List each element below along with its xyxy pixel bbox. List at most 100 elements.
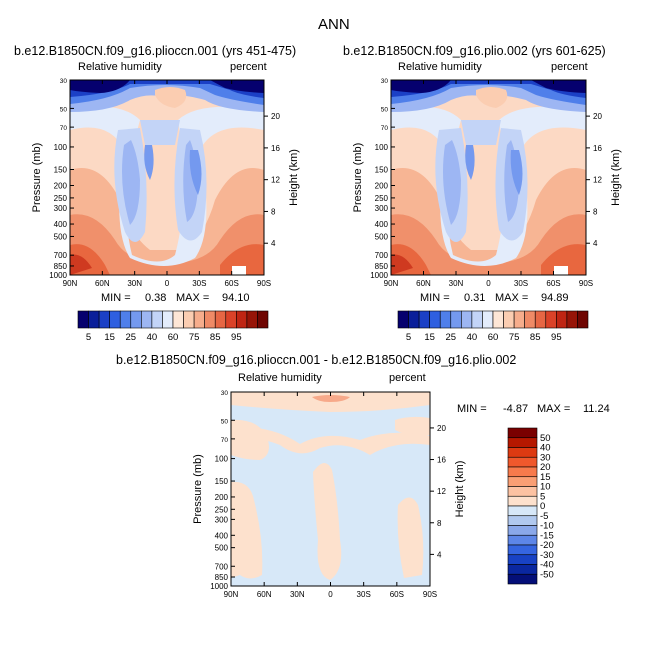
colorbar-2-swatch bbox=[534, 310, 547, 329]
colorbar-1-swatch bbox=[141, 310, 153, 329]
colorbar-3-label: 10 bbox=[540, 482, 551, 493]
panel-1-ytick-label: 1000 bbox=[49, 271, 67, 280]
colorbar-3-label: -10 bbox=[540, 521, 554, 532]
colorbar-3-swatch bbox=[507, 476, 538, 487]
colorbar-2-label: 40 bbox=[467, 332, 478, 343]
panel-1-band-80 bbox=[70, 214, 264, 275]
panel-2-xtick-label: 60S bbox=[546, 279, 560, 288]
panel-2-y2label: Height (km) bbox=[610, 149, 622, 206]
panel-1-ytick-label: 500 bbox=[54, 232, 68, 241]
colorbar-2-swatch bbox=[439, 310, 452, 329]
colorbar-1-swatch bbox=[183, 310, 195, 329]
colorbar-3-swatch bbox=[507, 515, 538, 526]
panel-3-right-positive bbox=[395, 416, 430, 436]
colorbar-3-label: -15 bbox=[540, 530, 554, 541]
panel-3-ytick-label: 200 bbox=[215, 493, 229, 502]
colorbar-2-label: 60 bbox=[488, 332, 499, 343]
panel-1-ytick-label: 300 bbox=[54, 204, 68, 213]
colorbar-3-label: 15 bbox=[540, 472, 551, 483]
panel-2-xtick-label: 90S bbox=[579, 279, 593, 288]
panel-1-ytick-label: 200 bbox=[54, 181, 68, 190]
colorbar-3-label: 30 bbox=[540, 452, 551, 463]
colorbar-3-label: -20 bbox=[540, 540, 554, 551]
panel-1-y2tick-label: 16 bbox=[271, 144, 280, 153]
panel-1-heatmap bbox=[70, 80, 264, 275]
colorbar-3-label: -5 bbox=[540, 511, 548, 522]
colorbar-1-swatch bbox=[214, 310, 227, 329]
panel-1-y2tick-label: 4 bbox=[271, 239, 276, 248]
panel-3-ylabel: Pressure (mb) bbox=[192, 454, 204, 524]
panel-3-ytick-label: 50 bbox=[221, 418, 229, 425]
panel-2-ylabel: Pressure (mb) bbox=[352, 143, 364, 213]
panel-1-min-value: 0.38 bbox=[145, 292, 167, 304]
colorbar-1-swatch bbox=[77, 310, 89, 329]
panel-1-antarctica-mask bbox=[232, 266, 246, 275]
panel-2-axes: 90N 60N 30N 0 30S 60S 90S 30 50 70 100 150 200 250300… bbox=[352, 78, 622, 288]
panel-3-ytick-label: 250 bbox=[215, 505, 229, 514]
panel-1-units: percent bbox=[230, 61, 267, 73]
panel-3-xtick-label: 0 bbox=[328, 590, 333, 599]
panel-2-band-85-right bbox=[541, 244, 586, 275]
colorbar-3-swatch bbox=[507, 437, 538, 448]
panel-2-strat-5 bbox=[391, 80, 586, 93]
colorbar-1-swatch bbox=[204, 310, 216, 329]
colorbar-3-label: 50 bbox=[540, 433, 551, 444]
colorbars-layer: 5 15 25 40 60 75 85 95 5 15 25 40 60 75 85 955040302015… bbox=[77, 310, 589, 585]
panel-3-ytick-label: 500 bbox=[215, 544, 229, 553]
colorbar-2-swatch bbox=[577, 310, 589, 329]
colorbar-2-label: 5 bbox=[406, 332, 411, 343]
panel-1-ytick-label: 30 bbox=[60, 78, 68, 85]
panel-3-y2tick-label: 8 bbox=[437, 519, 442, 528]
panel-2-band-90 bbox=[391, 254, 413, 275]
colorbar-3-label: 40 bbox=[540, 443, 551, 454]
panel-1-ytick-label: 100 bbox=[54, 143, 68, 152]
panel-2-y2tick-label: 8 bbox=[593, 207, 598, 216]
panel-3-xtick-label: 90N bbox=[224, 590, 239, 599]
panel-3-units: percent bbox=[389, 372, 426, 384]
panel-2-xtick-label: 90N bbox=[384, 279, 399, 288]
panel-1-y2tick-label: 8 bbox=[271, 207, 276, 216]
colorbar-2-swatch bbox=[408, 310, 420, 329]
panel-2-ytick-label: 300 bbox=[375, 204, 389, 213]
panel-3-ytick-label: 100 bbox=[215, 455, 229, 464]
panel-2-ytick-label: 150 bbox=[375, 166, 389, 175]
colorbar-1-swatch bbox=[130, 310, 142, 329]
panel-3-ytick-label: 700 bbox=[215, 562, 229, 571]
panel-1-xtick-label: 60S bbox=[225, 279, 239, 288]
colorbar-3-swatch bbox=[507, 525, 538, 536]
colorbar-3-swatch bbox=[507, 427, 538, 439]
colorbar-2-label: 85 bbox=[530, 332, 541, 343]
colorbar-1-swatch bbox=[98, 310, 110, 329]
panel-1-y2label: Height (km) bbox=[288, 149, 300, 206]
panel-2-xtick-label: 30N bbox=[449, 279, 464, 288]
colorbar-1-swatch bbox=[109, 310, 121, 329]
panel-2-ytick-label: 400 bbox=[375, 220, 389, 229]
panel-3-ytick-label: 850 bbox=[215, 573, 229, 582]
panel-3-y2tick-label: 16 bbox=[437, 456, 446, 465]
panel-2-min-value: 0.31 bbox=[464, 292, 486, 304]
panel-3-y2label: Height (km) bbox=[454, 461, 466, 518]
panel-2-ytick-label: 70 bbox=[381, 125, 389, 132]
panel-3-south-positive bbox=[397, 497, 424, 578]
colorbar-1-swatch bbox=[172, 310, 184, 329]
colorbar-1-label: 15 bbox=[104, 332, 115, 343]
colorbar-1-label: 75 bbox=[189, 332, 200, 343]
colorbar-1-swatch bbox=[151, 310, 163, 329]
panel-2-ytick-label: 1000 bbox=[370, 271, 388, 280]
panel-1-variable: Relative humidity bbox=[78, 61, 162, 73]
panel-2-units: percent bbox=[551, 61, 588, 73]
colorbar-1-label: 85 bbox=[210, 332, 221, 343]
panel-2-ytick-label: 500 bbox=[375, 232, 389, 241]
panel-3-axes: 90N 60N 30N 0 30S 60S 90S 30 50 70 100 150 200 250300… bbox=[192, 390, 466, 599]
colorbar-2-swatch bbox=[450, 310, 462, 329]
panel-3-upper-band bbox=[231, 427, 430, 455]
panel-2-xtick-label: 60N bbox=[416, 279, 431, 288]
panel-1-strat-5 bbox=[70, 80, 264, 93]
colorbar-3-swatch bbox=[507, 495, 538, 507]
colorbar-2-label: 75 bbox=[509, 332, 520, 343]
colorbar-3-swatch bbox=[507, 486, 538, 497]
colorbar-3-swatch bbox=[507, 564, 538, 575]
colorbar-2-swatch bbox=[524, 310, 536, 329]
panel-3-ytick-label: 30 bbox=[221, 390, 229, 397]
